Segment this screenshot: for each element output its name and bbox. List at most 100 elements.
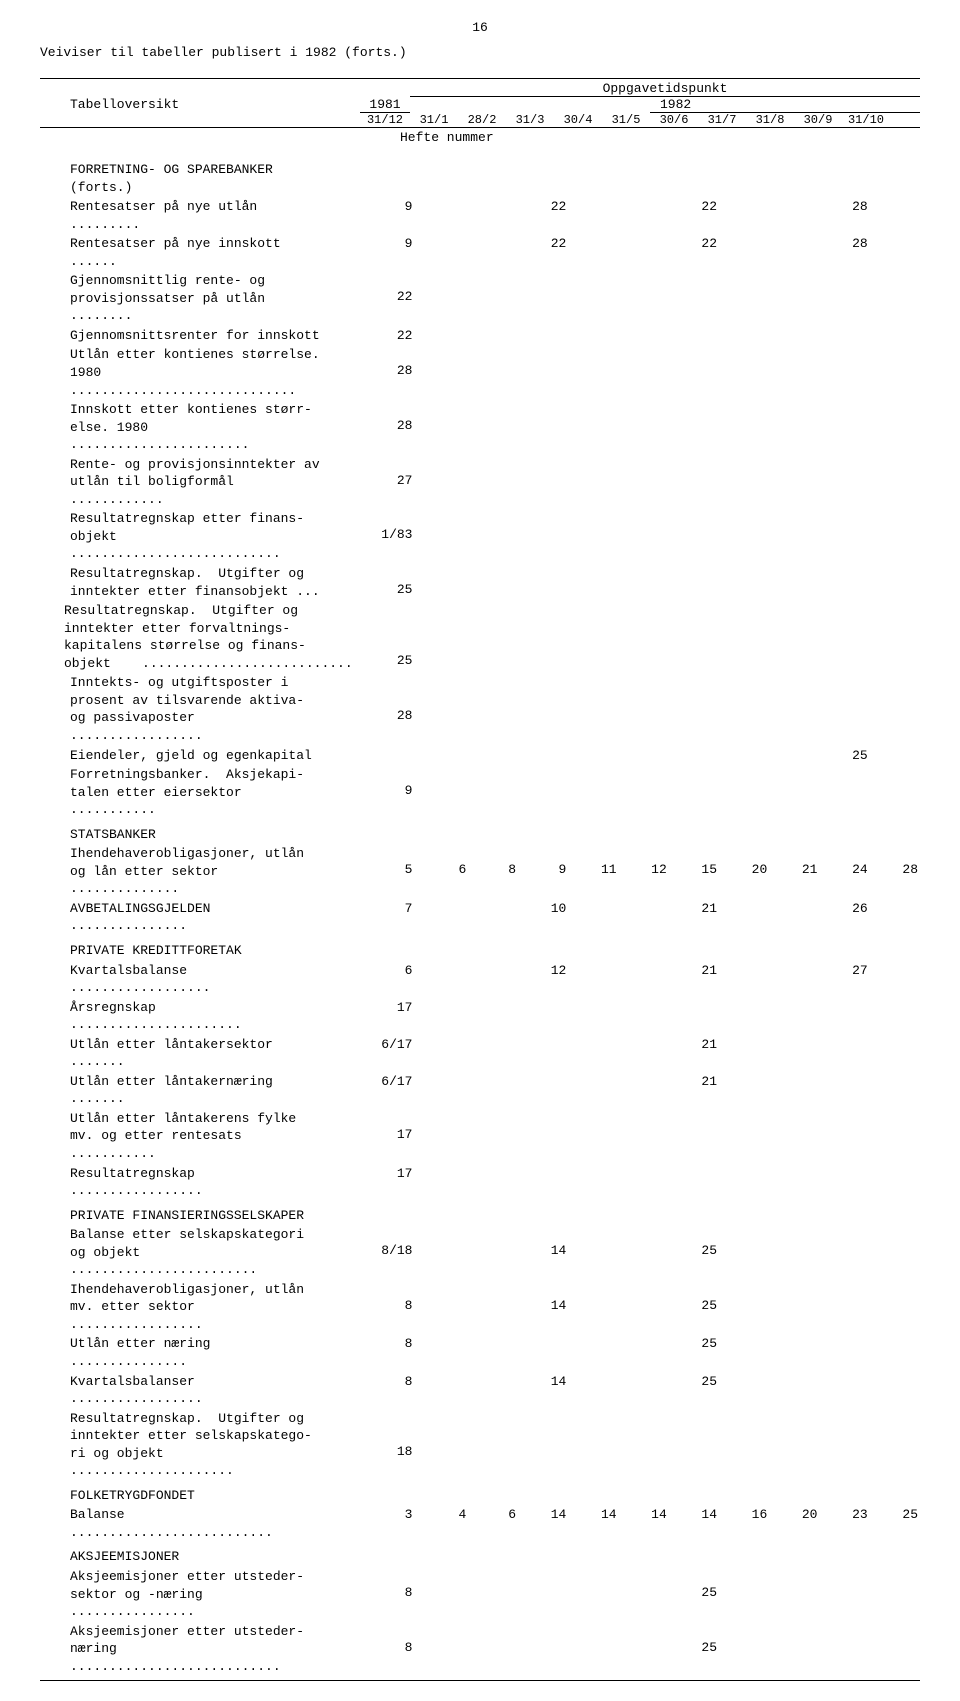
table-row: Ihendehaverobligasjoner, utlån og lån et…: [40, 844, 920, 899]
data-cell: [719, 509, 769, 564]
data-cell: [870, 455, 920, 510]
data-cell: [669, 400, 719, 455]
data-cell: [619, 1035, 669, 1072]
data-cell: [769, 455, 819, 510]
data-cell: 14: [518, 1505, 568, 1542]
data-cell: [418, 271, 468, 326]
table-row: Eiendeler, gjeld og egenkapital25: [40, 746, 920, 766]
table-row: Kvartalsbalanse ..................612212…: [40, 961, 920, 998]
data-cell: [719, 197, 769, 234]
data-cell: [468, 1372, 518, 1409]
data-cell: [468, 899, 518, 936]
data-cell: [568, 765, 618, 820]
data-cell: [518, 1334, 568, 1371]
data-cell: [619, 601, 669, 673]
data-cell: [870, 1072, 920, 1109]
data-cell: 21: [669, 961, 719, 998]
table-row: Årsregnskap ......................17: [40, 998, 920, 1035]
data-cell: [568, 234, 618, 271]
data-cell: [418, 1334, 468, 1371]
data-cell: [769, 234, 819, 271]
data-cell: [769, 820, 819, 845]
data-cell: [518, 509, 568, 564]
col-h: 30/9: [794, 113, 842, 127]
top-rule: [40, 78, 920, 79]
data-cell: 27: [819, 961, 869, 998]
data-cell: [568, 326, 618, 346]
data-cell: [769, 936, 819, 961]
table-row: Resultatregnskap. Utgifter og inntekter …: [40, 564, 920, 601]
data-cell: [719, 234, 769, 271]
data-cell: 14: [568, 1505, 618, 1542]
row-label: Ihendehaverobligasjoner, utlån mv. etter…: [40, 1280, 362, 1335]
data-cell: [518, 1164, 568, 1201]
data-cell: [819, 765, 869, 820]
data-cell: [518, 564, 568, 601]
data-cell: [769, 155, 819, 197]
data-cell: 14: [518, 1225, 568, 1280]
data-cell: [719, 601, 769, 673]
row-label: Kvartalsbalanser .................: [40, 1372, 362, 1409]
col-1981-val: 1/83: [362, 509, 419, 564]
data-cell: [418, 746, 468, 766]
data-cell: [619, 998, 669, 1035]
data-cell: [619, 820, 669, 845]
table-row: Balanse ..........................346141…: [40, 1505, 920, 1542]
data-cell: [518, 1622, 568, 1677]
data-cell: [518, 1567, 568, 1622]
col-1981-val: 6/17: [362, 1072, 419, 1109]
data-cell: 12: [518, 961, 568, 998]
data-cell: [769, 1409, 819, 1481]
table-row: Utlån etter næring ...............825: [40, 1334, 920, 1371]
col-1981-val: [362, 746, 419, 766]
data-cell: [568, 820, 618, 845]
table-row: AVBETALINGSGJELDEN ...............710212…: [40, 899, 920, 936]
data-cell: [819, 155, 869, 197]
data-cell: [769, 899, 819, 936]
data-cell: [418, 509, 468, 564]
data-cell: [619, 673, 669, 745]
data-cell: [568, 1334, 618, 1371]
table-row: Rentesatser på nye utlån .........922222…: [40, 197, 920, 234]
data-cell: [719, 564, 769, 601]
hefte-nummer: Hefte nummer: [400, 130, 920, 145]
data-cell: [819, 1481, 869, 1506]
data-cell: [568, 673, 618, 745]
data-cell: [468, 1225, 518, 1280]
data-cell: 28: [819, 234, 869, 271]
data-cell: [719, 1225, 769, 1280]
data-cell: [518, 820, 568, 845]
data-cell: 6: [468, 1505, 518, 1542]
data-cell: 22: [518, 234, 568, 271]
data-cell: [468, 400, 518, 455]
data-cell: [568, 1372, 618, 1409]
data-cell: 14: [619, 1505, 669, 1542]
data-cell: [468, 1334, 518, 1371]
data-cell: [719, 1567, 769, 1622]
data-cell: [870, 1542, 920, 1567]
data-cell: [619, 1164, 669, 1201]
table-row: Forretningsbanker. Aksjekapi- talen ette…: [40, 765, 920, 820]
data-cell: [719, 1109, 769, 1164]
row-label: Resultatregnskap etter finans- objekt ..…: [40, 509, 362, 564]
data-cell: 14: [518, 1372, 568, 1409]
data-cell: [468, 820, 518, 845]
row-label: PRIVATE FINANSIERINGSSELSKAPER: [40, 1201, 362, 1226]
col-1981-val: 22: [362, 271, 419, 326]
bottom-rule: [40, 1680, 920, 1681]
data-cell: [468, 1567, 518, 1622]
data-cell: [568, 1201, 618, 1226]
data-cell: 25: [870, 1505, 920, 1542]
table-row: Balanse etter selskapskategori og objekt…: [40, 1225, 920, 1280]
data-cell: [418, 673, 468, 745]
table-row: Aksjeemisjoner etter utsteder- sektor og…: [40, 1567, 920, 1622]
col-1981-val: 25: [362, 564, 419, 601]
data-cell: [769, 564, 819, 601]
data-cell: [619, 1622, 669, 1677]
data-cell: [568, 155, 618, 197]
data-cell: [468, 326, 518, 346]
data-cell: [619, 564, 669, 601]
table-row: Innskott etter kontienes størr- else. 19…: [40, 400, 920, 455]
data-cell: [418, 1109, 468, 1164]
col-1981-val: 8/18: [362, 1225, 419, 1280]
